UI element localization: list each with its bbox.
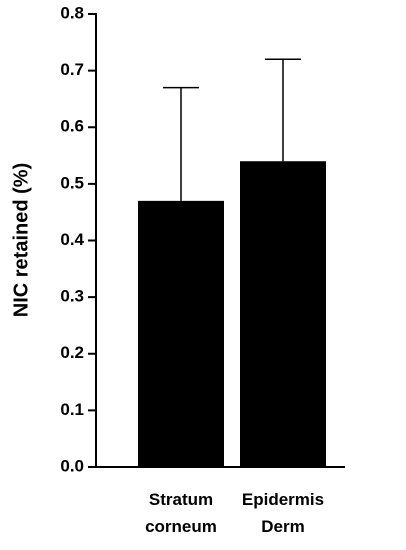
y-tick-label: 0.3 (60, 287, 84, 306)
y-tick-label: 0.7 (60, 60, 84, 79)
bar (240, 161, 326, 467)
y-tick-label: 0.4 (60, 230, 84, 249)
y-axis-label: NIC retained (%) (10, 163, 32, 317)
bar (138, 200, 224, 468)
y-tick-label: 0.6 (60, 117, 84, 136)
y-tick-label: 0.1 (60, 400, 84, 419)
y-tick-label: 0.0 (60, 456, 84, 475)
y-tick-label: 0.5 (60, 173, 84, 192)
x-tick-label: Epidermis Derm (241, 490, 325, 536)
y-tick-label: 0.8 (60, 3, 84, 22)
y-tick-label: 0.2 (60, 343, 84, 362)
x-tick-label: Stratum corneum (145, 490, 217, 536)
